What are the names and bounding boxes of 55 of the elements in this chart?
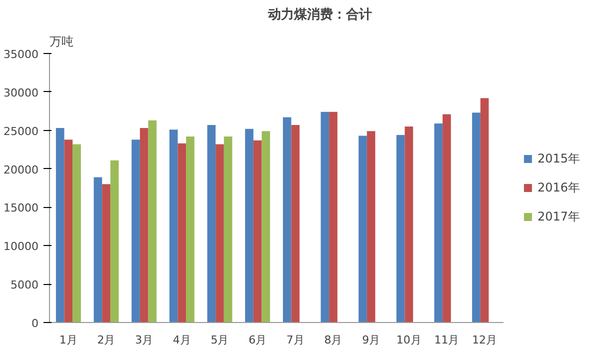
y-tick-label: 30000 xyxy=(4,86,39,100)
x-tick-label: 12月 xyxy=(472,334,498,346)
bar xyxy=(140,128,148,322)
bar xyxy=(72,144,81,322)
legend-label: 2017年 xyxy=(537,208,580,225)
legend-label: 2016年 xyxy=(537,179,580,196)
bar xyxy=(169,130,178,322)
x-tick-label: 9月 xyxy=(362,334,380,346)
bar xyxy=(404,126,414,322)
bar xyxy=(434,123,443,322)
bar xyxy=(132,140,140,322)
y-tick-label: 20000 xyxy=(4,163,39,176)
bar xyxy=(216,144,224,322)
x-tick-label: 1月 xyxy=(59,334,78,346)
x-tick-label: 8月 xyxy=(324,334,342,346)
bar xyxy=(64,140,73,322)
bar xyxy=(56,128,64,322)
bar xyxy=(480,98,489,322)
bar xyxy=(291,124,300,322)
y-tick-label: 0 xyxy=(32,317,38,330)
bar xyxy=(472,112,480,322)
y-axis-title: 万吨 xyxy=(50,34,74,48)
bar xyxy=(102,184,110,322)
bar xyxy=(186,136,194,322)
y-tick-label: 10000 xyxy=(4,240,39,254)
bar xyxy=(94,177,102,322)
bar xyxy=(396,134,405,322)
chart-title: 动力煤消费：合计 xyxy=(267,6,372,22)
x-tick-label: 6月 xyxy=(248,334,267,346)
bar xyxy=(282,117,292,322)
bar xyxy=(262,131,270,322)
x-tick-label: 10月 xyxy=(396,334,422,346)
bar xyxy=(110,160,119,322)
bar xyxy=(178,143,186,322)
x-tick-label: 11月 xyxy=(434,334,460,346)
bar xyxy=(224,136,232,322)
bar xyxy=(366,131,376,322)
bar xyxy=(253,140,262,322)
y-tick-label: 15000 xyxy=(4,202,39,215)
legend-label: 2015年 xyxy=(537,150,580,167)
bar xyxy=(358,136,367,322)
bar xyxy=(245,128,254,322)
x-tick-label: 5月 xyxy=(210,334,229,346)
x-tick-label: 7月 xyxy=(286,334,304,346)
bar xyxy=(442,114,451,322)
bar xyxy=(207,124,216,322)
y-tick-label: 35000 xyxy=(4,48,39,61)
bar xyxy=(329,112,338,322)
y-tick-label: 5000 xyxy=(10,278,39,292)
y-tick-label: 25000 xyxy=(4,124,39,138)
x-tick-label: 4月 xyxy=(172,334,191,346)
bar xyxy=(148,120,157,322)
x-tick-label: 2月 xyxy=(97,334,116,346)
bar xyxy=(320,112,330,322)
x-tick-label: 3月 xyxy=(135,334,154,346)
